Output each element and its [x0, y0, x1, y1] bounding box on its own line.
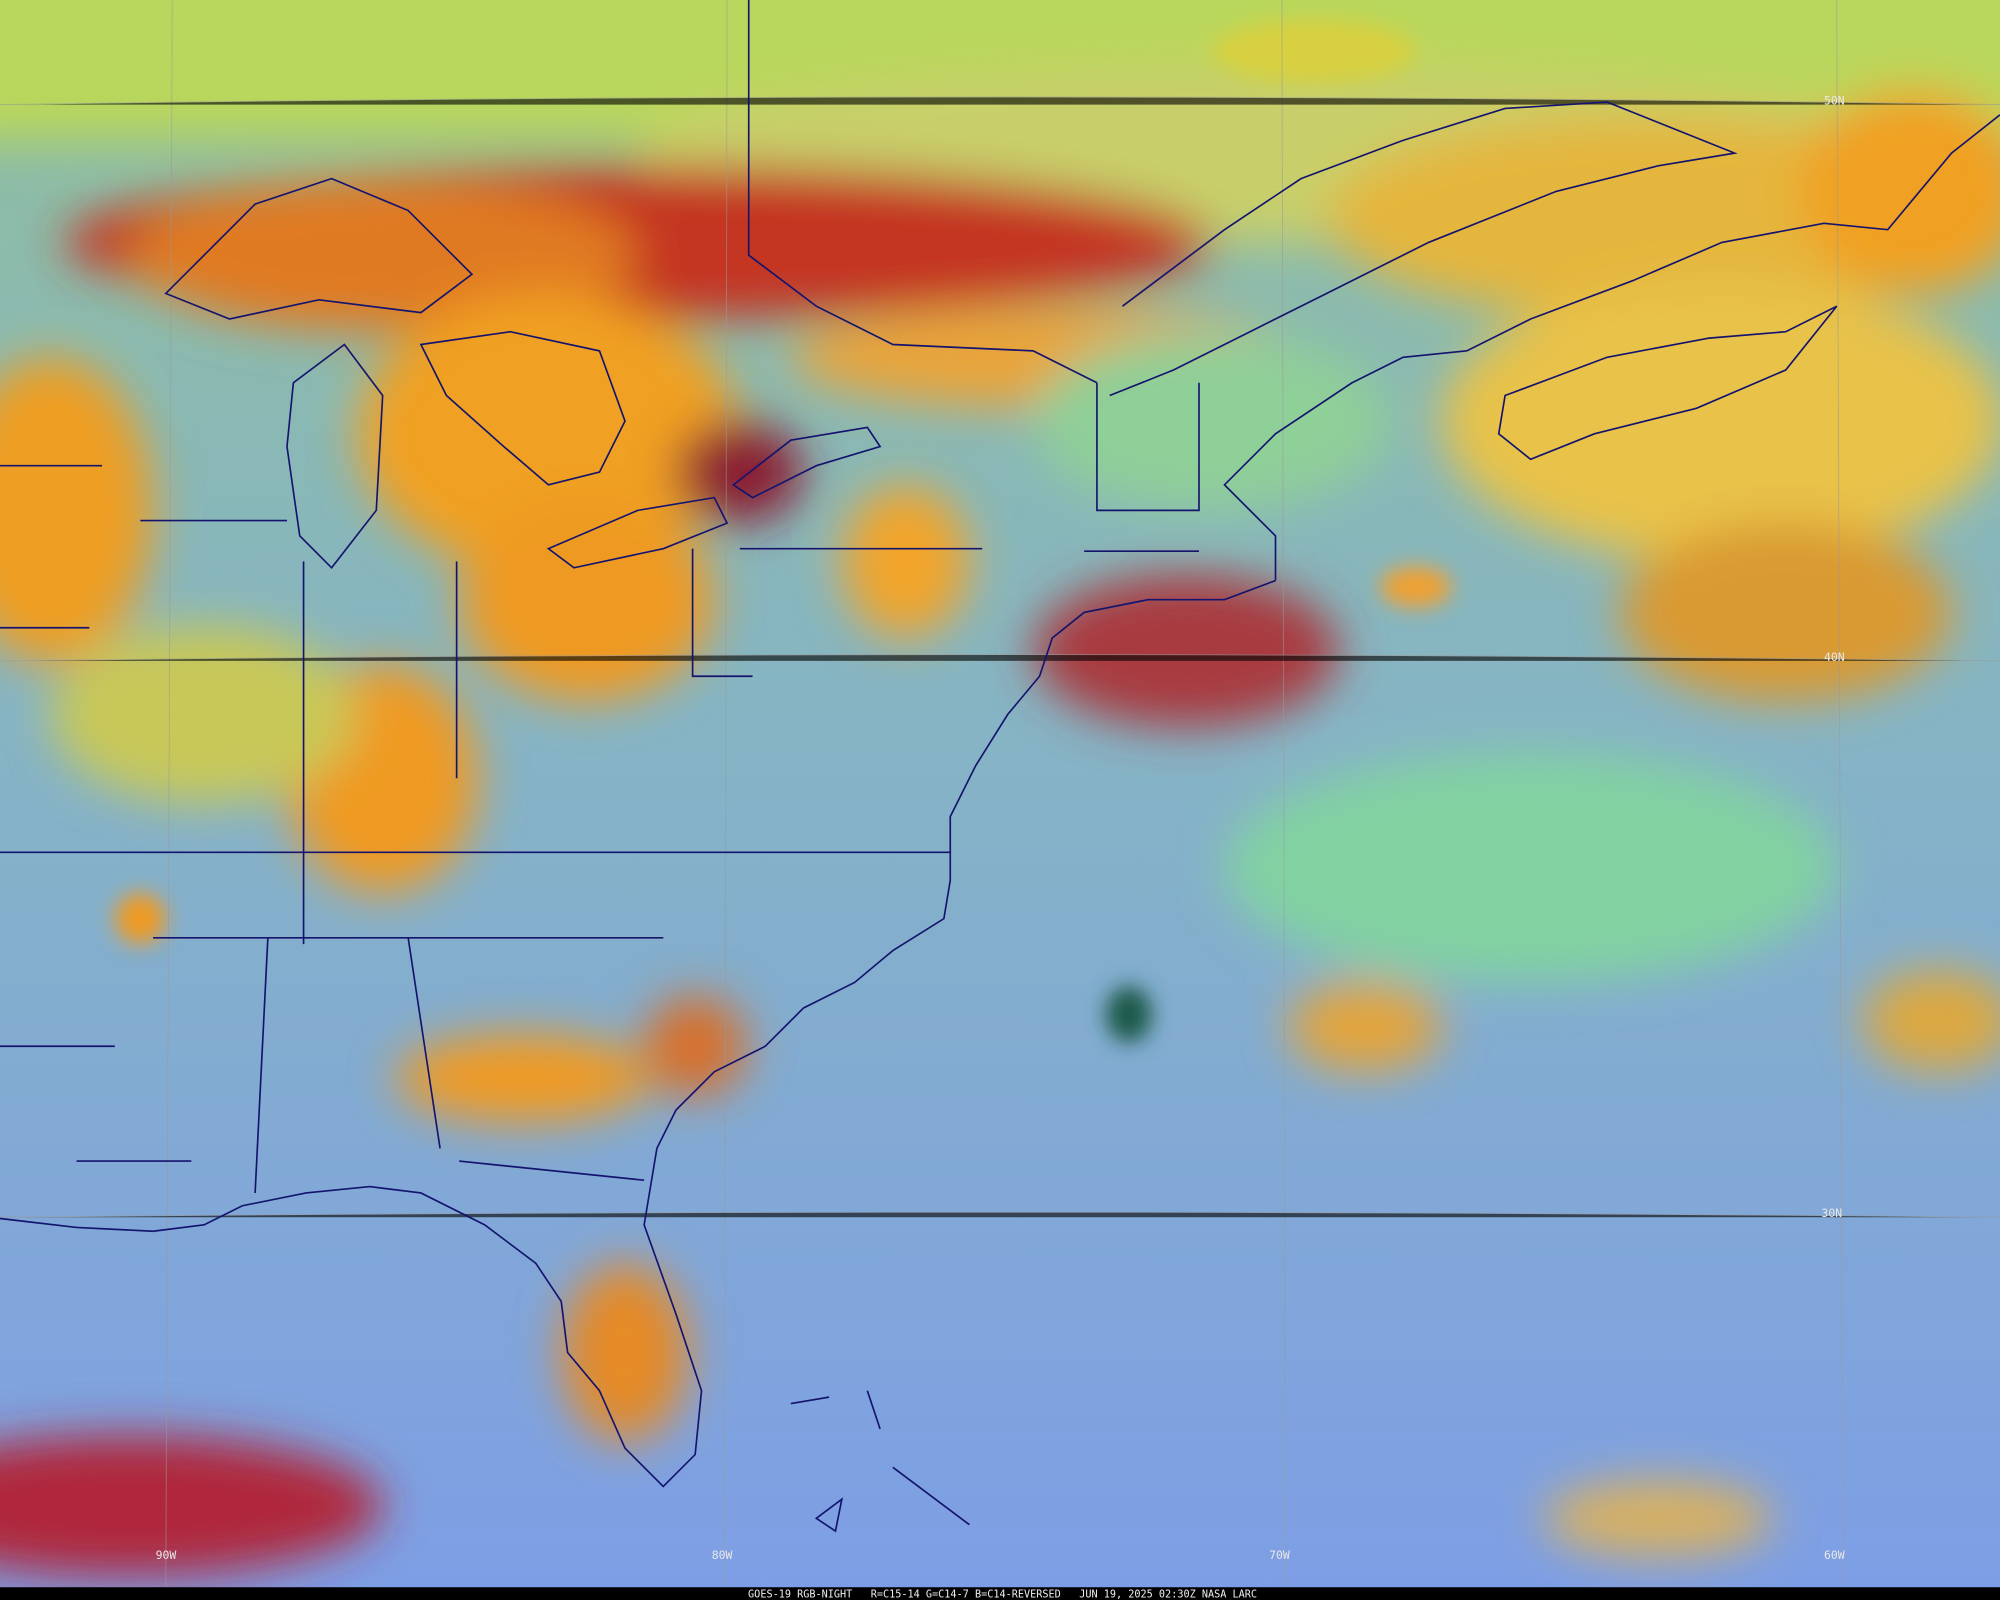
state-line — [0, 0, 1200, 1194]
lat-label: 30N — [1821, 1206, 1842, 1220]
grid-line — [0, 1211, 2000, 1218]
lake — [546, 496, 729, 569]
coastline — [1109, 101, 1738, 397]
cloud — [1441, 280, 2000, 562]
cloud — [1033, 574, 1340, 728]
island — [790, 1390, 970, 1533]
cloud — [1798, 89, 2000, 294]
cloud — [51, 625, 358, 804]
cloud — [395, 1033, 651, 1123]
lon-label: 80W — [712, 1548, 733, 1562]
grid-line — [0, 96, 2000, 106]
grid-line — [1281, 0, 1287, 1588]
lat-label: 40N — [1824, 650, 1845, 664]
cloud — [0, 1435, 383, 1576]
lon-label: 70W — [1269, 1548, 1290, 1562]
lon-label: 60W — [1824, 1548, 1845, 1562]
coastline — [1497, 305, 1838, 461]
coastline — [0, 579, 1276, 1488]
lake — [732, 426, 882, 499]
cloud — [841, 484, 970, 638]
cloud — [644, 995, 747, 1098]
cloud — [1862, 969, 2000, 1072]
cloud — [127, 178, 638, 332]
cloud — [459, 497, 715, 702]
cloud — [1619, 523, 1952, 702]
lat-label: 50N — [1824, 94, 1845, 108]
grid-line — [1836, 0, 1844, 1588]
footer-bar — [0, 1587, 2000, 1600]
lon-label: 90W — [156, 1548, 177, 1562]
grid-line — [165, 0, 173, 1588]
boundaries — [0, 0, 2000, 1533]
cloud — [1105, 986, 1152, 1043]
cloud — [1224, 752, 1837, 983]
cloud-detail — [114, 19, 1452, 1043]
cloud — [1288, 982, 1442, 1072]
labels: 50N 40N 30N 90W 80W 70W 60W — [156, 94, 1845, 1563]
lake — [164, 177, 474, 320]
cloud — [357, 293, 740, 575]
cloud — [1380, 566, 1452, 608]
cloud — [1543, 1480, 1773, 1557]
cloud — [0, 357, 154, 664]
cloud — [676, 421, 804, 524]
lake — [286, 343, 384, 570]
cloud — [114, 893, 166, 945]
cloud — [1211, 19, 1416, 83]
cloud — [1033, 331, 1391, 511]
cloud — [561, 1263, 689, 1442]
lake — [419, 330, 626, 486]
coastline — [1223, 114, 2000, 581]
grid-line — [724, 0, 728, 1588]
footer-text: GOES-19 RGB-NIGHT R=C15-14 G=C14-7 B=C14… — [748, 1589, 1257, 1600]
